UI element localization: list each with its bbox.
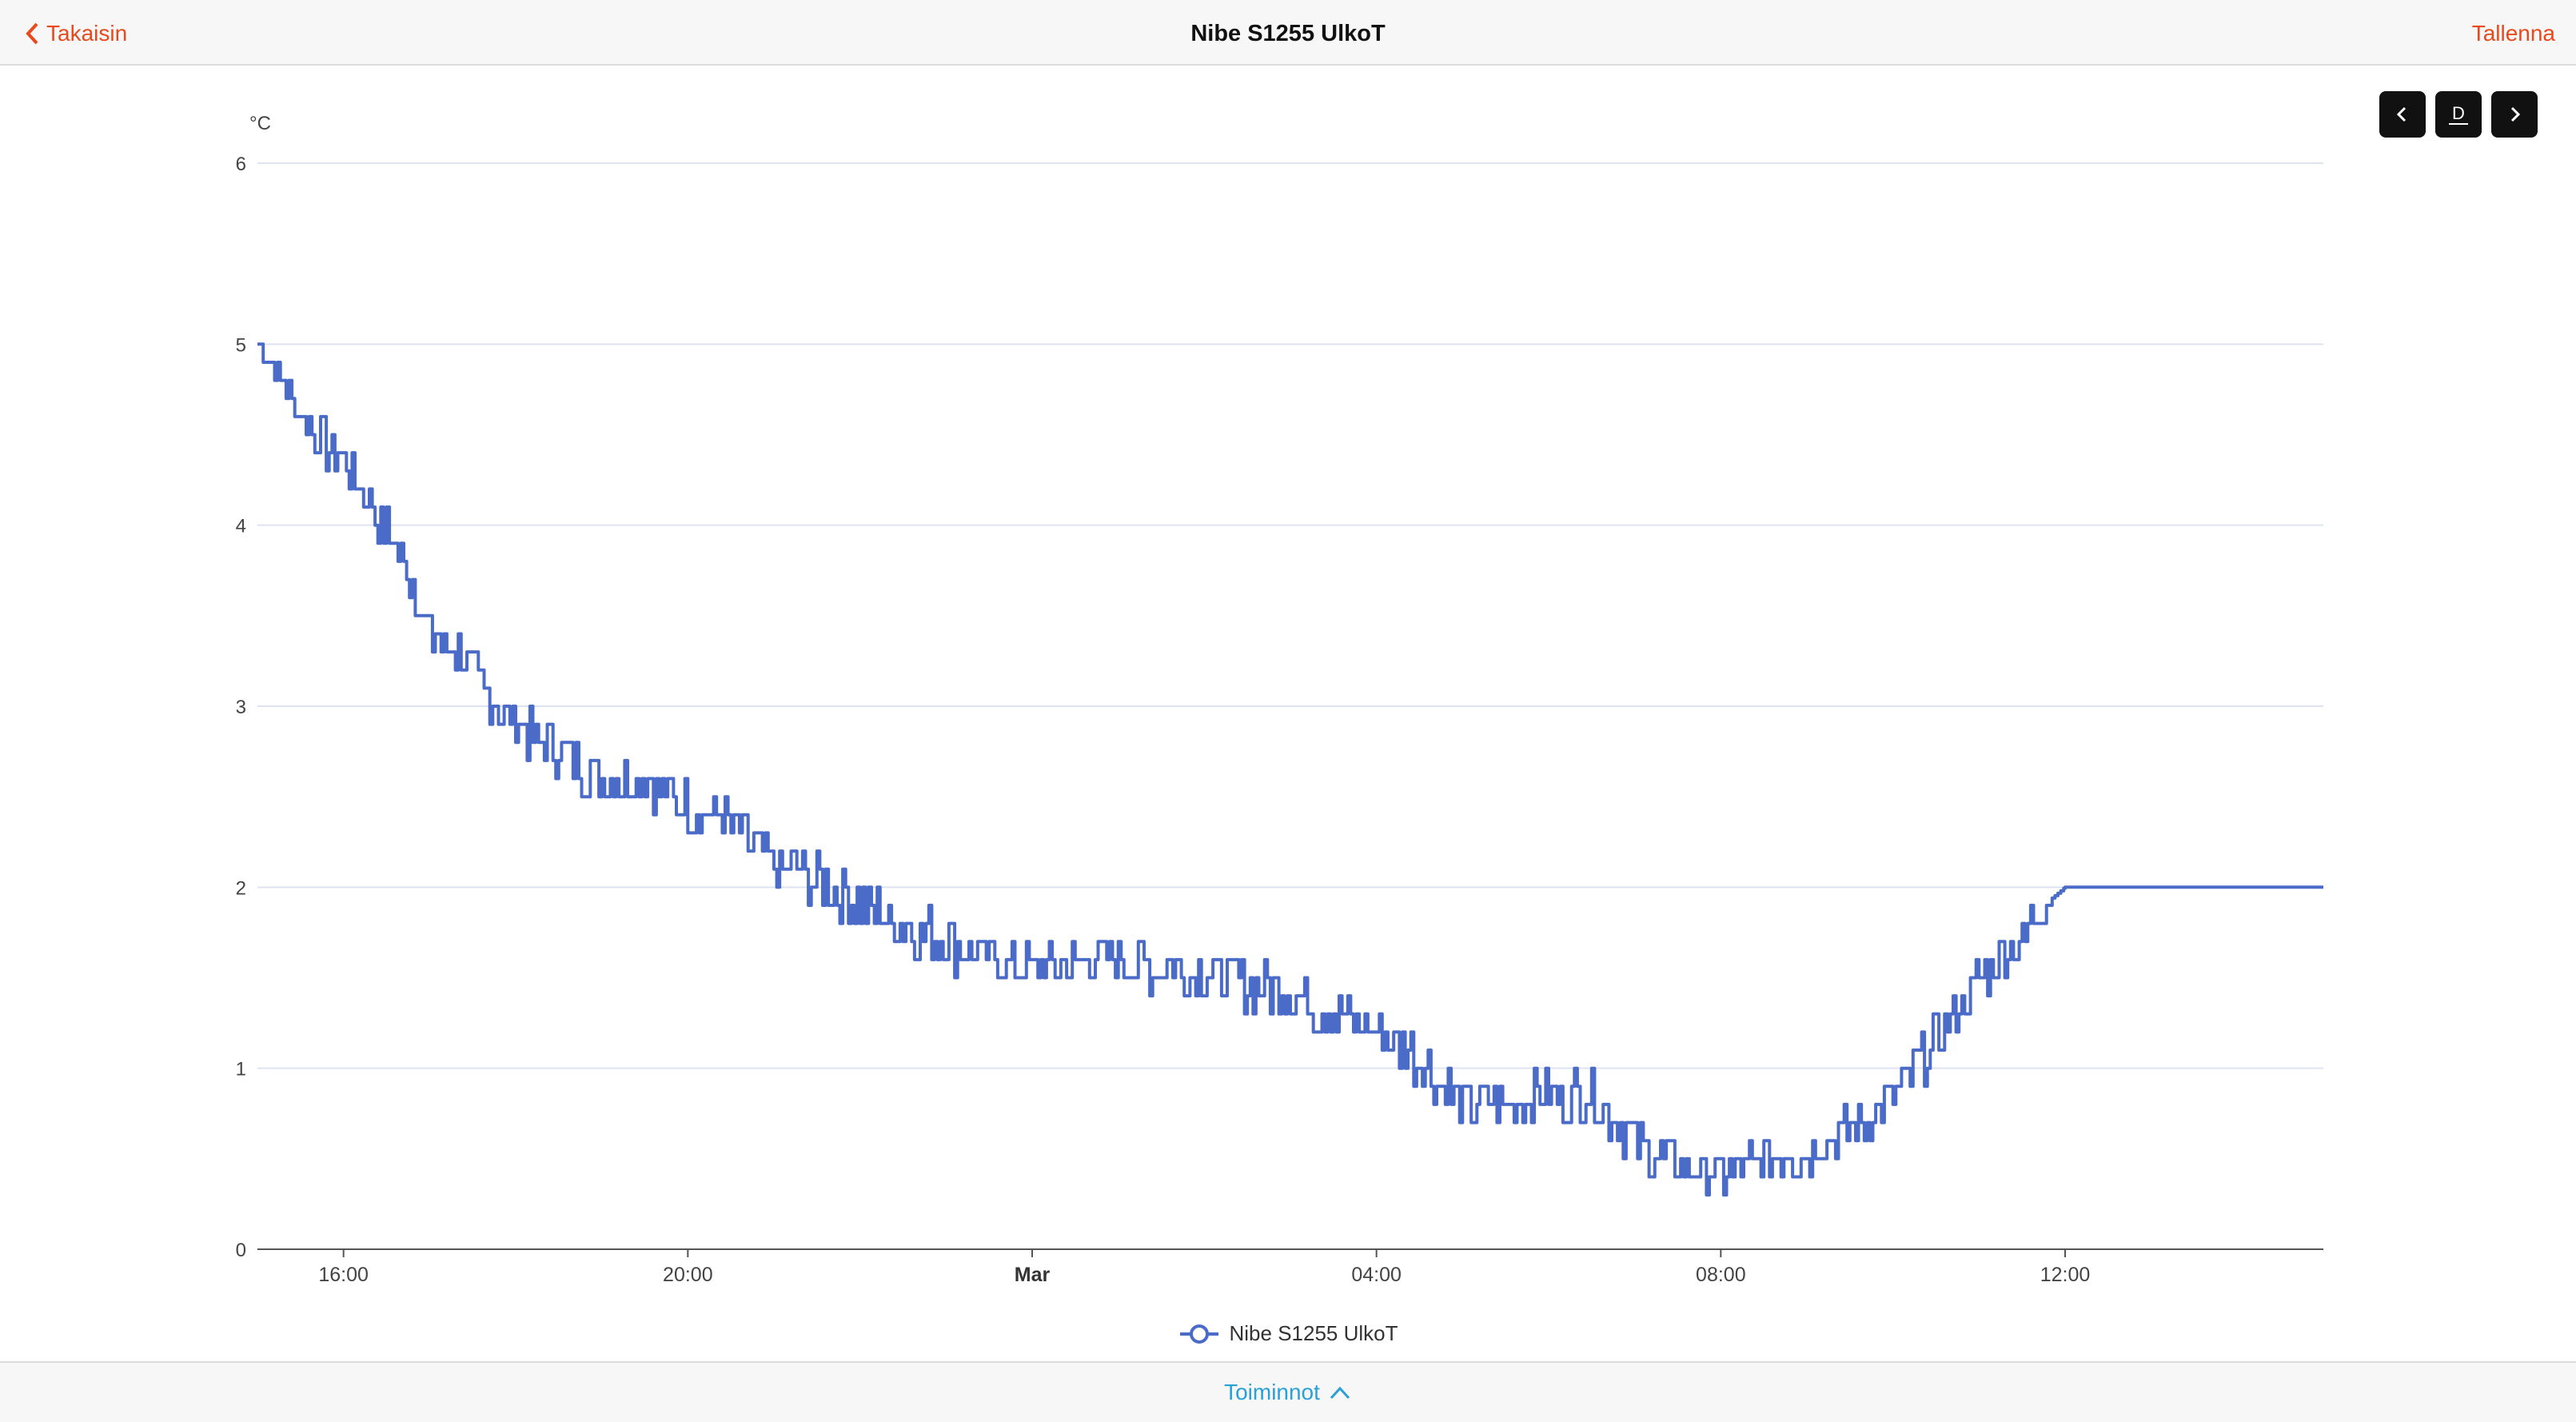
period-selector-label: D — [2449, 104, 2468, 125]
y-tick-label: 3 — [236, 697, 246, 718]
temperature-chart[interactable]: °C 0 1 2 3 4 5 6 16:00 20:00 Mar 04:00 08:00 12:00 — [0, 67, 2576, 1315]
chart-grid — [257, 162, 2323, 1069]
range-controls: D — [2379, 91, 2538, 138]
y-tick-label: 5 — [236, 334, 246, 356]
chevron-up-icon — [1330, 1386, 1350, 1400]
save-button[interactable]: Tallenna — [2471, 21, 2555, 46]
x-tick-label: Mar — [1015, 1264, 1051, 1286]
actions-button[interactable]: Toiminnot — [1224, 1380, 1352, 1405]
chevron-right-icon — [2510, 106, 2521, 122]
legend-series-label: Nibe S1255 UlkoT — [1229, 1321, 1398, 1345]
actions-button-label: Toiminnot — [1224, 1380, 1320, 1404]
next-period-button[interactable] — [2491, 91, 2538, 138]
x-axis-ticks: 16:00 20:00 Mar 04:00 08:00 12:00 — [318, 1249, 2090, 1286]
y-axis-unit-label: °C — [249, 113, 271, 134]
x-tick-label: 08:00 — [1696, 1264, 1746, 1286]
back-button-label: Takaisin — [46, 21, 128, 46]
top-bar: Takaisin Nibe S1255 UlkoT Tallenna — [0, 0, 2576, 66]
chart-legend[interactable]: Nibe S1255 UlkoT — [0, 1321, 2576, 1346]
period-selector-button[interactable]: D — [2435, 91, 2482, 138]
x-tick-label: 20:00 — [663, 1264, 713, 1286]
y-tick-label: 4 — [236, 516, 246, 537]
y-tick-label: 1 — [236, 1059, 246, 1080]
y-tick-label: 6 — [236, 154, 246, 175]
bottom-bar: Toiminnot — [0, 1361, 2576, 1422]
x-tick-label: 04:00 — [1351, 1264, 1402, 1286]
back-button[interactable]: Takaisin — [24, 18, 127, 50]
x-tick-label: 12:00 — [2040, 1264, 2091, 1286]
x-tick-label: 16:00 — [318, 1264, 369, 1286]
y-axis-ticks: 0 1 2 3 4 5 6 — [236, 154, 246, 1261]
page-title: Nibe S1255 UlkoT — [1190, 21, 1386, 46]
legend-marker-icon — [1179, 1324, 1218, 1344]
y-tick-label: 0 — [236, 1240, 246, 1261]
series-line — [257, 342, 2323, 1197]
y-tick-label: 2 — [236, 877, 246, 899]
previous-period-button[interactable] — [2379, 91, 2426, 138]
chevron-left-icon — [2396, 106, 2407, 122]
chevron-left-icon — [26, 22, 38, 45]
